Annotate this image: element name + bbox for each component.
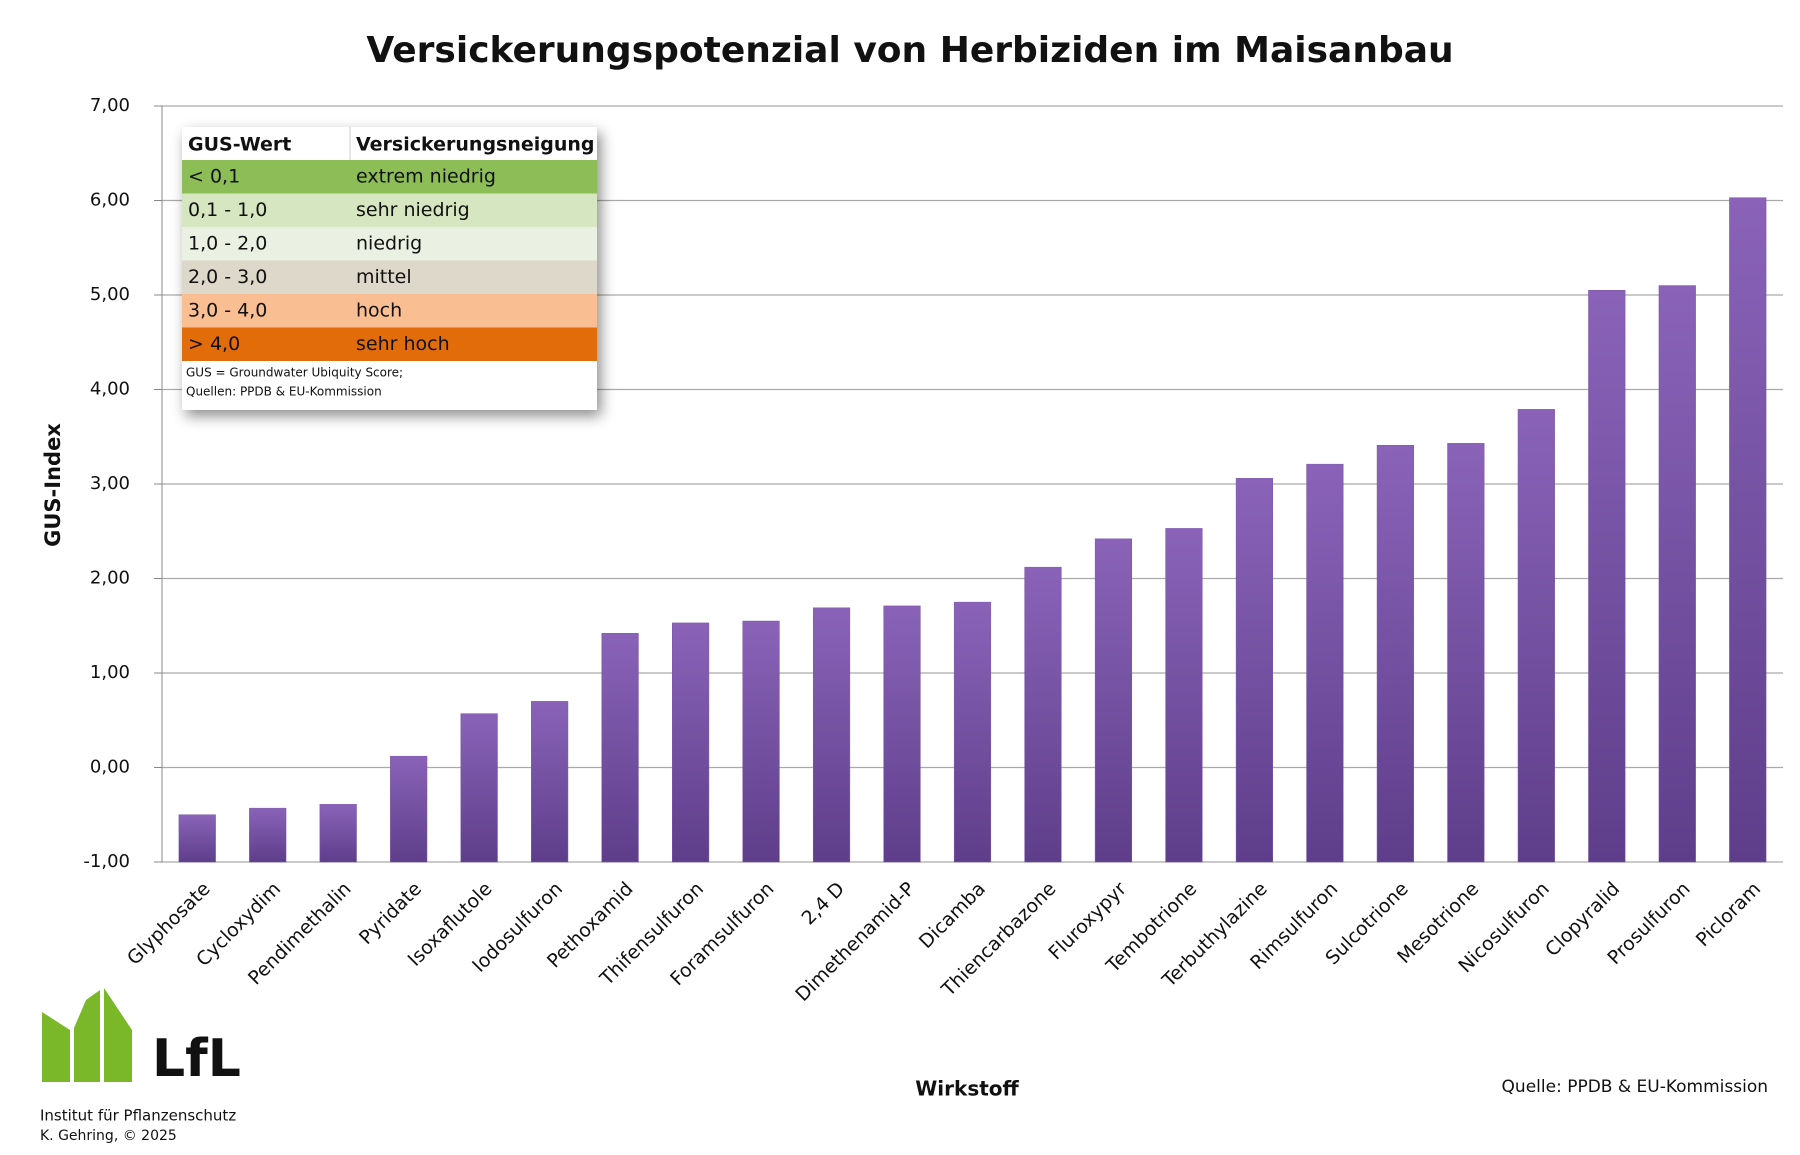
x-tick-label: Dicamba <box>915 878 990 953</box>
bar <box>672 622 710 863</box>
x-tick-label: Picloram <box>1692 878 1765 951</box>
bar <box>1235 478 1273 863</box>
bar <box>1094 538 1133 863</box>
legend-cell: sehr niedrig <box>356 199 470 221</box>
bar <box>1165 528 1203 863</box>
bar <box>1447 443 1485 863</box>
row-bg <box>182 260 597 294</box>
y-tick-label: 7,00 <box>90 95 130 116</box>
x-tick-label: Pyridate <box>355 878 426 949</box>
legend-note: GUS = Groundwater Ubiquity Score; <box>186 366 403 380</box>
bar <box>460 713 498 863</box>
row-bg <box>182 160 597 194</box>
legend-cells: < 0,1 extrem niedrig 0,1 - 1,0 sehr niedrig… <box>188 165 496 355</box>
legend-note: Quellen: PPDB & EU-Kommission <box>186 385 382 399</box>
y-tick-label: 1,00 <box>90 662 130 683</box>
bar <box>249 807 287 863</box>
credit: K. Gehring, © 2025 <box>40 1128 177 1144</box>
y-tick-label: 2,00 <box>90 568 130 589</box>
legend-header: Versickerungsneigung <box>356 134 595 156</box>
bar <box>390 755 428 863</box>
chart-title: Versickerungspotenzial von Herbiziden im… <box>366 30 1453 71</box>
legend-cell: 1,0 - 2,0 <box>188 232 267 254</box>
x-axis-label: Wirkstoff <box>915 1077 1019 1101</box>
logo-shape <box>42 1012 70 1082</box>
legend-cell: 2,0 - 3,0 <box>188 266 267 288</box>
x-tick-label: 2,4 D <box>797 878 849 930</box>
bar <box>1658 285 1696 863</box>
row-bg <box>182 227 597 261</box>
bar <box>1729 197 1767 863</box>
legend-rows: GUS-Wert Versickerungsneigung < 0,1 extre… <box>182 127 597 399</box>
institute: Institut für Pflanzenschutz <box>40 1107 236 1125</box>
x-tick-label: Dimethenamid-P <box>791 878 919 1006</box>
y-tick-label: 0,00 <box>90 757 130 778</box>
bar <box>1024 566 1062 863</box>
logo-text: LfL <box>152 1029 241 1089</box>
bar <box>531 701 569 863</box>
legend-cell: < 0,1 <box>188 165 240 187</box>
legend-header: GUS-Wert <box>188 134 291 156</box>
bar <box>1376 445 1414 863</box>
bar <box>1588 290 1626 863</box>
legend-cell: > 4,0 <box>188 333 240 355</box>
bar <box>178 814 216 863</box>
y-tick-label: 5,00 <box>90 284 130 305</box>
bar <box>883 605 921 863</box>
y-axis-label: GUS-Index <box>41 423 65 547</box>
bar <box>953 601 992 863</box>
y-tick-label: 3,00 <box>90 473 130 494</box>
row-bg <box>182 193 597 227</box>
logo-shape <box>104 988 132 1082</box>
legend-cell: hoch <box>356 299 402 321</box>
legend-cell: 0,1 - 1,0 <box>188 199 267 221</box>
legend-cell: extrem niedrig <box>356 165 496 187</box>
legend-cell: mittel <box>356 266 412 288</box>
source: Quelle: PPDB & EU-Kommission <box>1502 1077 1768 1097</box>
logo: LfL Institut für Pflanzenschutz K. Gehri… <box>40 988 241 1144</box>
legend-cell: niedrig <box>356 232 422 254</box>
bar <box>319 804 357 863</box>
legend-cell: sehr hoch <box>356 333 450 355</box>
y-tick-label: 6,00 <box>90 190 130 211</box>
y-tick-label: 4,00 <box>90 379 130 400</box>
bar <box>742 620 780 863</box>
y-tick-label: -1,00 <box>83 851 130 872</box>
row-bg <box>182 327 597 361</box>
bar <box>1517 409 1555 863</box>
logo-shape <box>74 990 100 1082</box>
bar <box>812 607 851 863</box>
bar <box>601 633 639 863</box>
legend-cell: 3,0 - 4,0 <box>188 299 267 321</box>
bar <box>1306 463 1344 863</box>
row-bg <box>182 294 597 328</box>
